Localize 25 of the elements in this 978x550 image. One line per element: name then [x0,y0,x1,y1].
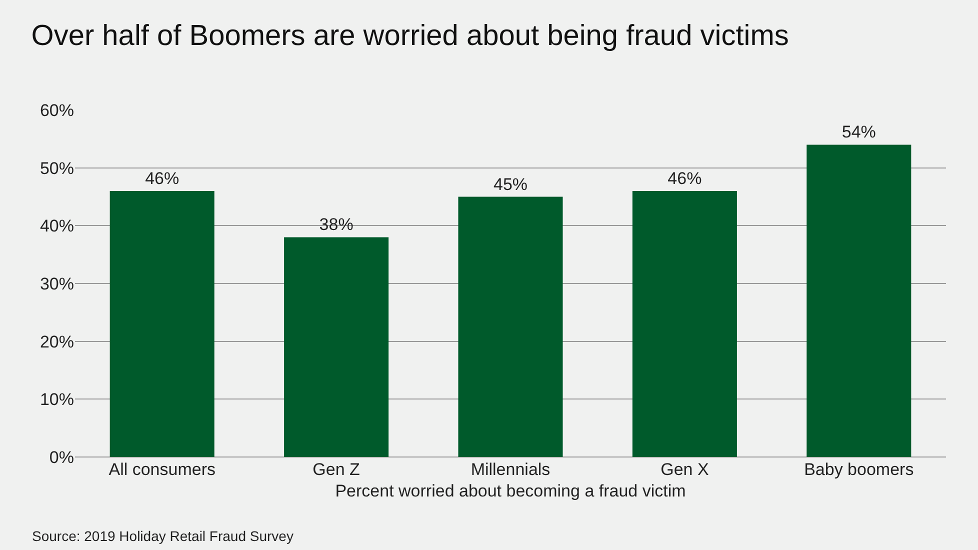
y-tick-label: 60% [40,100,74,120]
y-tick-label: 10% [40,390,74,410]
y-tick-label: 20% [40,332,74,352]
data-label: 46% [145,168,180,188]
x-tick-label: Baby boomers [804,460,914,479]
y-tick-label: 40% [40,216,74,236]
bar [284,237,389,457]
y-tick-label: 30% [40,274,74,294]
y-tick-label: 50% [40,158,74,178]
x-tick-label: All consumers [108,460,216,479]
x-tick-label: Gen Z [312,460,360,479]
y-tick-label: 0% [49,448,74,467]
data-label: 45% [493,174,528,194]
bar [110,190,214,457]
x-axis-title: Percent worried about becoming a fraud victim [335,481,686,500]
bar [632,190,737,457]
data-label: 38% [319,215,354,234]
source-note: Source: 2019 Holiday Retail Fraud Survey [32,528,294,544]
bar [806,144,912,457]
x-tick-label: Gen X [660,460,709,479]
chart-title: Over half of Boomers are worried about being fraud victims [31,20,789,52]
bar [458,196,563,457]
data-label: 54% [842,122,876,142]
x-tick-label: Millennials [470,460,550,479]
data-label: 46% [668,168,702,188]
